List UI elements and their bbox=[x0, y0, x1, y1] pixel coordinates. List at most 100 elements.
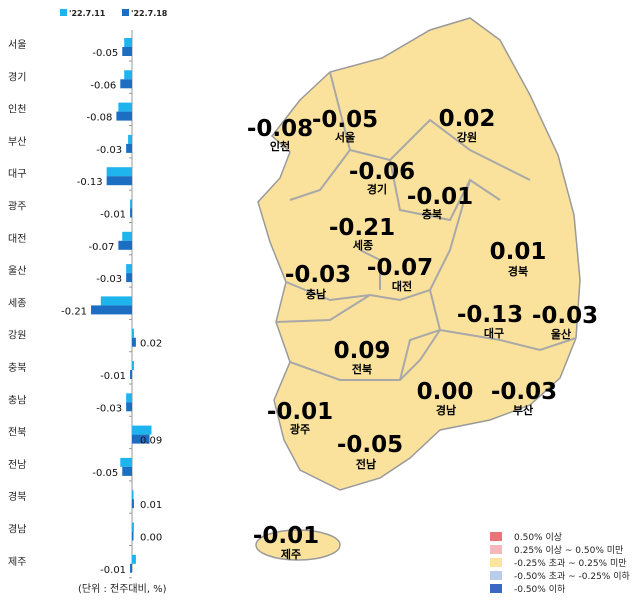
category-label: 울산 bbox=[8, 265, 26, 277]
bar bbox=[132, 531, 134, 541]
region-name: 울산 bbox=[551, 327, 571, 341]
region-name: 대전 bbox=[392, 279, 412, 293]
map-legend-item: -0.50% 초과 ~ -0.25% 이하 bbox=[490, 569, 630, 582]
map-legend-item: 0.50% 이상 bbox=[490, 530, 562, 543]
data-label: -0.21 bbox=[61, 306, 87, 317]
region-value: 0.02 bbox=[439, 106, 496, 132]
region-name: 서울 bbox=[335, 130, 355, 144]
legend-swatch bbox=[490, 545, 502, 554]
bar bbox=[128, 134, 132, 144]
legend-label: 0.50% 이상 bbox=[514, 533, 563, 543]
unit-note: (단위 : 전주대비, %) bbox=[78, 584, 167, 595]
region-value: -0.01 bbox=[253, 523, 319, 549]
legend-label: -0.50% 초과 ~ -0.25% 이하 bbox=[514, 572, 630, 582]
region-value: -0.03 bbox=[532, 303, 598, 329]
region-name: 경북 bbox=[508, 264, 528, 278]
bar bbox=[130, 563, 132, 573]
region-name: 인천 bbox=[270, 139, 290, 153]
data-label: -0.06 bbox=[90, 80, 116, 91]
category-label: 부산 bbox=[8, 136, 26, 148]
bar bbox=[132, 328, 134, 338]
data-label: -0.07 bbox=[88, 242, 114, 253]
region-name: 강원 bbox=[457, 130, 477, 144]
region-value: -0.06 bbox=[349, 159, 415, 185]
legend-swatch bbox=[122, 9, 129, 16]
bar bbox=[132, 337, 136, 347]
bar bbox=[126, 143, 132, 153]
region-value: -0.03 bbox=[491, 379, 557, 405]
category-label: 광주 bbox=[8, 201, 26, 213]
data-label: 0.00 bbox=[140, 533, 162, 544]
bar bbox=[126, 393, 132, 403]
category-label: 경기 bbox=[8, 70, 26, 83]
bar bbox=[118, 240, 132, 250]
bar bbox=[122, 466, 132, 476]
region-name: 대구 bbox=[484, 326, 504, 340]
data-label: 0.09 bbox=[140, 436, 162, 447]
region-value: 0.00 bbox=[417, 379, 474, 405]
legend-label: -0.25% 초과 ~ 0.25% 미만 bbox=[514, 559, 627, 569]
region-value: 0.01 bbox=[490, 239, 547, 265]
legend-swatch bbox=[60, 9, 67, 16]
region-value: 0.09 bbox=[334, 338, 391, 364]
legend-swatch bbox=[490, 571, 502, 580]
data-label: -0.05 bbox=[92, 468, 118, 479]
region-name: 경기 bbox=[367, 182, 387, 196]
data-label: -0.13 bbox=[77, 177, 103, 188]
data-label: -0.01 bbox=[100, 371, 126, 382]
region-value: -0.05 bbox=[337, 432, 403, 458]
region-name: 경남 bbox=[436, 403, 456, 417]
bar bbox=[106, 167, 132, 177]
category-label: 서울 bbox=[8, 39, 26, 51]
bar bbox=[122, 47, 132, 56]
region-value: -0.05 bbox=[312, 107, 378, 133]
region-name: 부산 bbox=[513, 403, 533, 417]
category-label: 충남 bbox=[8, 394, 26, 406]
category-label: 경북 bbox=[8, 490, 26, 503]
bar bbox=[124, 38, 132, 47]
region-name: 제주 bbox=[281, 547, 301, 561]
data-label: -0.05 bbox=[92, 48, 118, 59]
category-label: 강원 bbox=[8, 330, 26, 342]
category-label: 전북 bbox=[8, 427, 26, 439]
bar bbox=[132, 522, 134, 532]
bar-chart: '22.7.11 '22.7.18 서울 -0.05 경기 -0.06 인천 -0.08 부산 -… bbox=[8, 9, 168, 579]
bar bbox=[116, 111, 132, 121]
bar bbox=[120, 79, 132, 89]
bar bbox=[126, 264, 132, 274]
category-label: 제주 bbox=[8, 556, 26, 568]
category-label: 충북 bbox=[8, 362, 26, 374]
legend-swatch bbox=[490, 584, 502, 593]
region-value: -0.21 bbox=[329, 215, 395, 241]
data-label: -0.01 bbox=[100, 565, 126, 576]
region-name: 세종 bbox=[353, 238, 373, 252]
bar bbox=[100, 296, 132, 306]
bar bbox=[132, 425, 152, 435]
region-value: -0.01 bbox=[407, 184, 473, 210]
category-label: 대구 bbox=[8, 168, 26, 180]
bar bbox=[91, 305, 132, 315]
legend-swatch bbox=[490, 558, 502, 567]
region-name: 충남 bbox=[306, 287, 326, 301]
region-name: 전남 bbox=[356, 457, 376, 471]
region-value: -0.13 bbox=[457, 302, 523, 328]
region-value: -0.03 bbox=[285, 262, 351, 288]
category-label: 세종 bbox=[8, 297, 26, 309]
data-label: -0.08 bbox=[87, 113, 113, 124]
category-label: 전남 bbox=[8, 459, 26, 471]
data-label: 0.01 bbox=[140, 500, 162, 511]
data-label: -0.01 bbox=[100, 210, 126, 221]
legend-label: 0.25% 이상 ~ 0.50% 미만 bbox=[514, 546, 624, 556]
bar bbox=[120, 457, 132, 467]
bar bbox=[130, 208, 132, 218]
region-name: 충북 bbox=[422, 207, 442, 221]
bar bbox=[132, 554, 136, 564]
region-value: -0.01 bbox=[267, 399, 333, 425]
bar bbox=[122, 231, 132, 241]
jeju-shape bbox=[255, 529, 341, 561]
bar bbox=[118, 102, 132, 112]
map-legend-item: 0.25% 이상 ~ 0.50% 미만 bbox=[490, 543, 623, 556]
bar bbox=[130, 199, 132, 209]
